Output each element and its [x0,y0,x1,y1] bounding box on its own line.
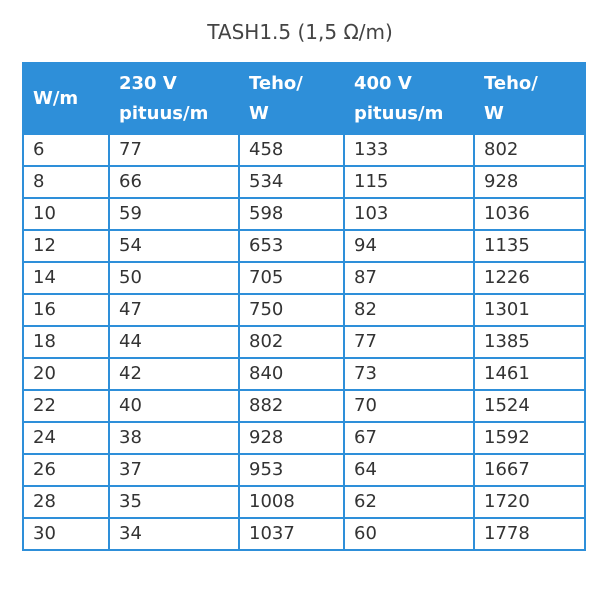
table-cell: 77 [108,133,240,167]
header-row: W/m 230 V pituus/m Teho/W 400 V pituus/m Teho/… [22,62,586,135]
table-cell: 77 [343,325,475,359]
table-cell: 30 [22,517,110,551]
table-cell: 1385 [473,325,586,359]
table-cell: 1301 [473,293,586,327]
header-text: 230 V [119,72,177,94]
table-cell: 14 [22,261,110,295]
table-cell: 50 [108,261,240,295]
table-cell: 16 [22,293,110,327]
table-cell: 44 [108,325,240,359]
header-text: W/m [33,87,79,109]
header-text: pituus/m [354,102,444,124]
table-cell: 1226 [473,261,586,295]
table-cell: 35 [108,485,240,519]
table-cell: 6 [22,133,110,167]
table-row: 16 47 750 82 1301 [22,293,586,327]
table-row: 20 42 840 73 1461 [22,357,586,391]
table-cell: 94 [343,229,475,263]
table-cell: 40 [108,389,240,423]
table-cell: 8 [22,165,110,199]
table-cell: 26 [22,453,110,487]
table-cell: 47 [108,293,240,327]
table-cell: 54 [108,229,240,263]
header-text: 400 V [354,72,412,94]
table-cell: 18 [22,325,110,359]
table-row: 10 59 598 103 1036 [22,197,586,231]
table-cell: 1720 [473,485,586,519]
data-table: W/m 230 V pituus/m Teho/W 400 V pituus/m Teho/… [22,62,586,551]
table-cell: 802 [473,133,586,167]
table-row: 24 38 928 67 1592 [22,421,586,455]
table-cell: 34 [108,517,240,551]
header-cell: Teho/W [473,62,586,135]
table-cell: 10 [22,197,110,231]
table-cell: 64 [343,453,475,487]
table-cell: 1037 [238,517,345,551]
header-text: Teho/ [484,72,538,94]
table-cell: 1036 [473,197,586,231]
table-row: 18 44 802 77 1385 [22,325,586,359]
table-cell: 87 [343,261,475,295]
header-text: W [249,102,269,124]
table-cell: 928 [473,165,586,199]
table-cell: 28 [22,485,110,519]
table-cell: 24 [22,421,110,455]
table-cell: 598 [238,197,345,231]
table-cell: 38 [108,421,240,455]
table-body: 6 77 458 133 802 8 66 534 115 928 10 59 598 103 1036 12… [22,133,586,551]
header-cell: Teho/W [238,62,345,135]
header-cell: 230 V pituus/m [108,62,240,135]
table-row: 6 77 458 133 802 [22,133,586,167]
table-cell: 705 [238,261,345,295]
header-text: W [484,102,504,124]
table-cell: 1135 [473,229,586,263]
table-row: 14 50 705 87 1226 [22,261,586,295]
header-text: Teho/ [249,72,303,94]
table-row: 12 54 653 94 1135 [22,229,586,263]
table-row: 28 35 1008 62 1720 [22,485,586,519]
table-cell: 60 [343,517,475,551]
table-cell: 840 [238,357,345,391]
table-cell: 1524 [473,389,586,423]
table-row: 26 37 953 64 1667 [22,453,586,487]
table-cell: 12 [22,229,110,263]
table-cell: 73 [343,357,475,391]
table-row: 22 40 882 70 1524 [22,389,586,423]
table-cell: 1461 [473,357,586,391]
table-title: TASH1.5 (1,5 Ω/m) [207,20,393,44]
table-cell: 62 [343,485,475,519]
table-cell: 67 [343,421,475,455]
table-cell: 653 [238,229,345,263]
table-cell: 70 [343,389,475,423]
table-cell: 534 [238,165,345,199]
table-cell: 953 [238,453,345,487]
table-cell: 458 [238,133,345,167]
header-text: pituus/m [119,102,209,124]
table-cell: 1778 [473,517,586,551]
header-cell: 400 V pituus/m [343,62,475,135]
table-row: 8 66 534 115 928 [22,165,586,199]
table-row: 30 34 1037 60 1778 [22,517,586,551]
table-cell: 1008 [238,485,345,519]
header-cell: W/m [22,62,110,135]
table-cell: 750 [238,293,345,327]
table-cell: 802 [238,325,345,359]
table-cell: 66 [108,165,240,199]
table-cell: 115 [343,165,475,199]
table-cell: 22 [22,389,110,423]
table-cell: 928 [238,421,345,455]
table-cell: 20 [22,357,110,391]
table-cell: 1592 [473,421,586,455]
table-cell: 42 [108,357,240,391]
table-cell: 59 [108,197,240,231]
table-cell: 37 [108,453,240,487]
table-cell: 1667 [473,453,586,487]
table-cell: 133 [343,133,475,167]
table-cell: 882 [238,389,345,423]
table-cell: 82 [343,293,475,327]
table-cell: 103 [343,197,475,231]
